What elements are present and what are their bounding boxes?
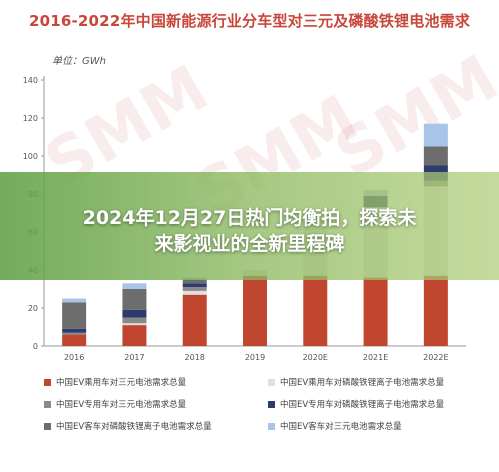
- bar-segment: [122, 325, 147, 346]
- bar-segment: [62, 328, 87, 333]
- x-tick-label: 2022E: [423, 353, 448, 362]
- chart-title: 2016-2022年中国新能源行业分车型对三元及磷酸铁锂电池需求: [28, 12, 471, 30]
- legend-swatch: [268, 378, 275, 386]
- bar-segment: [423, 146, 448, 166]
- legend-swatch: [268, 400, 275, 408]
- legend-swatch: [44, 400, 51, 408]
- bar-segment: [62, 302, 87, 329]
- x-tick-label: 2017: [124, 353, 144, 362]
- bar-segment: [122, 317, 147, 324]
- legend-label: 中国EV专用车对三元电池需求总量: [56, 400, 187, 410]
- legend-swatch: [44, 422, 51, 430]
- legend-swatch: [44, 378, 51, 386]
- legend-item: 中国EV专用车对磷酸铁锂离子电池需求总量: [268, 398, 484, 410]
- y-tick-label: 140: [23, 76, 38, 85]
- legend-item: 中国EV专用车对三元电池需求总量: [44, 398, 260, 410]
- legend-label: 中国EV客车对磷酸铁锂离子电池需求总量: [56, 422, 212, 432]
- bar-segment: [122, 323, 147, 326]
- legend-item: 中国EV乘用车对三元电池需求总量: [44, 376, 260, 388]
- bar-segment: [62, 332, 87, 335]
- x-tick-label: 2021E: [363, 353, 388, 362]
- headline-line-2: 来影视业的全新里程碑: [154, 233, 345, 255]
- bar-segment: [363, 277, 388, 346]
- bar-segment: [122, 289, 147, 310]
- legend-label: 中国EV乘用车对三元电池需求总量: [56, 378, 187, 388]
- bar-segment: [182, 290, 207, 295]
- legend-label: 中国EV专用车对磷酸铁锂离子电池需求总量: [280, 400, 445, 410]
- legend-label: 中国EV客车对三元电池需求总量: [280, 422, 402, 432]
- bar-segment: [182, 287, 207, 291]
- bar-segment: [122, 283, 147, 289]
- y-tick-label: 100: [23, 152, 38, 161]
- x-tick-label: 2019: [245, 353, 265, 362]
- y-tick-label: 0: [33, 342, 38, 351]
- y-tick-label: 20: [28, 304, 38, 313]
- unit-label: 单位：GWh: [52, 56, 106, 67]
- x-tick-label: 2018: [185, 353, 205, 362]
- x-tick-label: 2016: [64, 353, 84, 362]
- tick-labels: 02040608010012014020162017201820192020E2…: [23, 76, 449, 362]
- y-tick-label: 120: [23, 114, 38, 123]
- headline-line-1: 2024年12月27日热门均衡拍，探索未: [82, 207, 417, 229]
- bar-segment: [62, 298, 87, 303]
- bar-segment: [62, 334, 87, 346]
- legend-item: 中国EV乘用车对磷酸铁锂离子电池需求总量: [268, 376, 484, 388]
- bar-segment: [122, 309, 147, 318]
- bar-segment: [182, 294, 207, 346]
- legend-swatch: [268, 422, 275, 430]
- bar-segment: [423, 123, 448, 147]
- legend-item: 中国EV客车对磷酸铁锂离子电池需求总量: [44, 420, 260, 432]
- bar-segment: [243, 275, 267, 346]
- x-tick-label: 2020E: [303, 353, 328, 362]
- headline-text[interactable]: 2024年12月27日热门均衡拍，探索未 来影视业的全新里程碑: [0, 205, 499, 257]
- bar-segment: [182, 283, 207, 288]
- legend-label: 中国EV乘用车对磷酸铁锂离子电池需求总量: [280, 378, 445, 388]
- bar-segment: [303, 275, 328, 346]
- chart-legend: 中国EV乘用车对三元电池需求总量 中国EV乘用车对磷酸铁锂离子电池需求总量 中国EV…: [44, 376, 484, 432]
- headline-band: [0, 172, 499, 280]
- legend-item: 中国EV客车对三元电池需求总量: [268, 420, 484, 432]
- bar-segment: [423, 275, 448, 346]
- bar-segment: [182, 279, 207, 284]
